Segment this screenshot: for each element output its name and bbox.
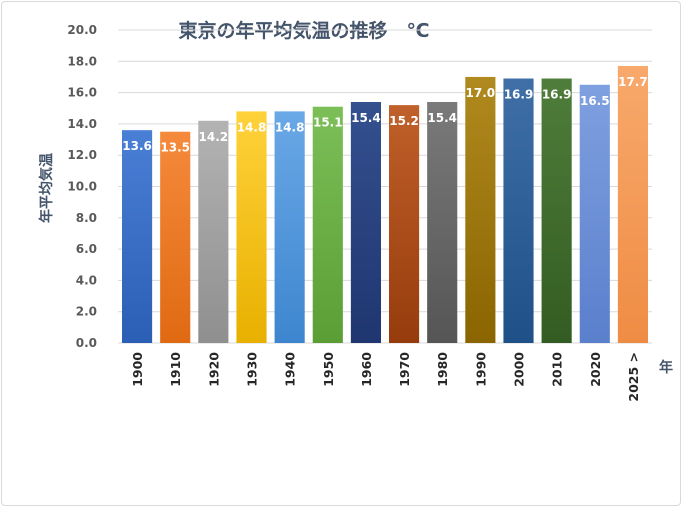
data-label: 16.9 <box>542 88 572 102</box>
x-tick-label: 1950 <box>321 352 336 387</box>
data-label: 14.2 <box>199 130 229 144</box>
y-tick-label: 0.0 <box>76 336 97 350</box>
x-axis-unit-label: 年 <box>659 359 673 376</box>
y-tick-label: 12.0 <box>67 148 97 162</box>
y-tick-label: 18.0 <box>67 54 97 68</box>
data-label: 17.7 <box>618 75 648 89</box>
data-label: 13.5 <box>160 141 190 155</box>
y-axis-label: 年平均気温 <box>38 153 55 223</box>
x-tick-label: 2025 > <box>626 352 641 402</box>
bar-1940 <box>274 111 305 343</box>
data-label: 15.2 <box>389 114 419 128</box>
data-label: 14.8 <box>275 120 305 134</box>
y-tick-label: 10.0 <box>67 180 97 194</box>
bar-1930 <box>236 111 267 343</box>
y-tick-label: 6.0 <box>76 242 97 256</box>
x-tick-label: 1960 <box>359 352 374 387</box>
bar-1970 <box>389 105 420 344</box>
bar-1950 <box>312 106 343 343</box>
bar-2000 <box>503 78 534 343</box>
y-tick-label: 8.0 <box>76 211 97 225</box>
x-tick-label: 1970 <box>397 352 412 387</box>
x-tick-label: 1990 <box>473 352 488 387</box>
bar-2010 <box>541 78 572 343</box>
x-tick-label: 2020 <box>588 352 603 387</box>
bar-1960 <box>350 101 381 344</box>
data-label: 13.6 <box>122 139 152 153</box>
y-tick-label: 2.0 <box>76 305 97 319</box>
data-label: 15.1 <box>313 116 343 130</box>
y-tick-label: 4.0 <box>76 273 97 287</box>
bar-2025 <box>617 65 648 344</box>
data-label: 17.0 <box>466 86 496 100</box>
y-tick-label: 14.0 <box>67 117 97 131</box>
y-tick-label: 16.0 <box>67 86 97 100</box>
x-tick-label: 2000 <box>512 352 527 387</box>
x-tick-label: 1900 <box>130 352 145 387</box>
data-label: 15.4 <box>427 111 457 125</box>
x-tick-label: 1940 <box>283 352 298 387</box>
x-tick-label: 1920 <box>206 352 221 387</box>
data-label: 15.4 <box>351 111 381 125</box>
bar-2020 <box>579 84 610 344</box>
data-label: 16.5 <box>580 94 610 108</box>
bar-1900 <box>122 130 153 343</box>
x-tick-label: 1930 <box>245 352 260 387</box>
bar-1980 <box>427 101 458 344</box>
x-tick-label: 2010 <box>550 352 565 387</box>
data-label: 14.8 <box>237 120 267 134</box>
x-tick-label: 1980 <box>435 352 450 387</box>
x-tick-label: 1910 <box>168 352 183 387</box>
y-tick-label: 20.0 <box>67 23 97 37</box>
bar-1990 <box>465 76 496 343</box>
bar-1920 <box>198 120 229 344</box>
data-label: 16.9 <box>504 88 534 102</box>
bar-1910 <box>160 131 191 343</box>
